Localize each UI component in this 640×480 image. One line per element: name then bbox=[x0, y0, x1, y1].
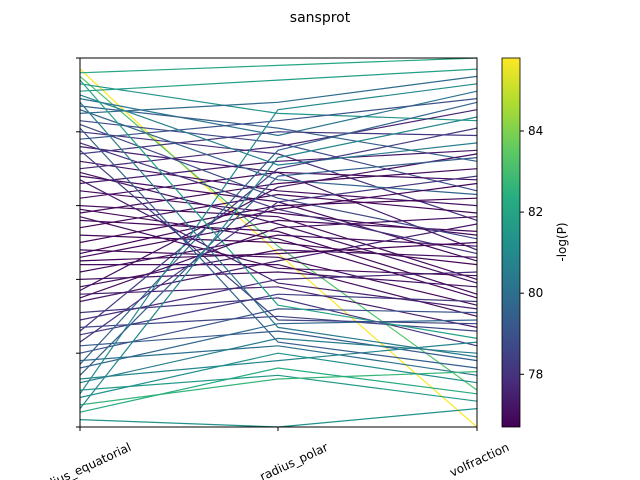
colorbar-tick-label-1: 78 bbox=[528, 367, 543, 381]
series-line-54 bbox=[79, 208, 478, 299]
series-line-23 bbox=[79, 345, 478, 376]
series-line-26 bbox=[79, 371, 478, 406]
series-line-61 bbox=[79, 101, 478, 358]
series-line-15 bbox=[79, 234, 478, 266]
colorbar-tick-label-4: 84 bbox=[528, 124, 543, 138]
series-line-20 bbox=[79, 297, 478, 347]
series-line-43 bbox=[79, 293, 478, 336]
series-line-3 bbox=[79, 57, 478, 74]
series-line-56 bbox=[79, 153, 478, 292]
series-line-27 bbox=[79, 408, 478, 428]
series-line-49 bbox=[79, 94, 478, 166]
series-line-58 bbox=[79, 101, 478, 365]
series-line-38 bbox=[79, 219, 478, 258]
series-line-65 bbox=[79, 216, 478, 277]
series-line-35 bbox=[79, 168, 478, 214]
chart-title: sansprot bbox=[290, 10, 351, 26]
series-line-28 bbox=[79, 68, 478, 92]
series-line-13 bbox=[79, 205, 478, 280]
series-line-16 bbox=[79, 249, 478, 306]
colorbar: 78 80 82 84 -log(P) bbox=[501, 57, 569, 428]
series-line-63 bbox=[79, 149, 478, 325]
series-line-32 bbox=[79, 109, 478, 170]
series-line-41 bbox=[79, 223, 478, 303]
series-line-50 bbox=[79, 109, 478, 196]
series-line-55 bbox=[79, 182, 478, 255]
axis-ticks bbox=[76, 57, 478, 431]
series-line-44 bbox=[79, 308, 478, 354]
series-line-36 bbox=[79, 193, 478, 229]
series-line-25 bbox=[79, 374, 478, 402]
series-line-2 bbox=[79, 75, 478, 391]
series-line-66 bbox=[79, 241, 478, 262]
series-line-29 bbox=[79, 75, 478, 114]
series-line-60 bbox=[79, 79, 478, 339]
x-tick-label-3: volfraction bbox=[447, 440, 511, 480]
colorbar-gradient bbox=[501, 57, 521, 428]
series-line-53 bbox=[79, 171, 478, 284]
x-tick-label-2: radius_polar bbox=[258, 440, 331, 480]
colorbar-tick-label-3: 82 bbox=[528, 205, 543, 219]
series-line-39 bbox=[79, 234, 478, 273]
series-line-51 bbox=[79, 123, 478, 240]
series-line-33 bbox=[79, 149, 478, 185]
series-line-45 bbox=[79, 319, 478, 369]
series-line-62 bbox=[79, 127, 478, 369]
series-line-8 bbox=[79, 131, 478, 221]
series-line-22 bbox=[79, 330, 478, 362]
x-tick-label-1: radius_equatorial bbox=[33, 440, 133, 480]
series-line-48 bbox=[79, 367, 478, 413]
series-line-68 bbox=[79, 175, 478, 343]
colorbar-label: -log(P) bbox=[555, 222, 569, 261]
series-line-31 bbox=[79, 131, 478, 155]
series-line-37 bbox=[79, 197, 478, 244]
series-line-46 bbox=[79, 337, 478, 384]
series-line-19 bbox=[79, 286, 478, 328]
series-line-7 bbox=[79, 120, 478, 192]
series-line-59 bbox=[79, 83, 478, 395]
series-lines bbox=[79, 57, 478, 428]
series-line-70 bbox=[79, 116, 478, 409]
series-line-67 bbox=[79, 216, 478, 299]
colorbar-tick-label-2: 80 bbox=[528, 286, 543, 300]
series-line-57 bbox=[79, 127, 478, 332]
colorbar-ticks: 78 80 82 84 bbox=[520, 124, 543, 381]
series-line-42 bbox=[79, 271, 478, 321]
series-line-21 bbox=[79, 315, 478, 332]
series-line-64 bbox=[79, 179, 478, 310]
series-line-69 bbox=[79, 157, 478, 376]
series-line-47 bbox=[79, 352, 478, 399]
